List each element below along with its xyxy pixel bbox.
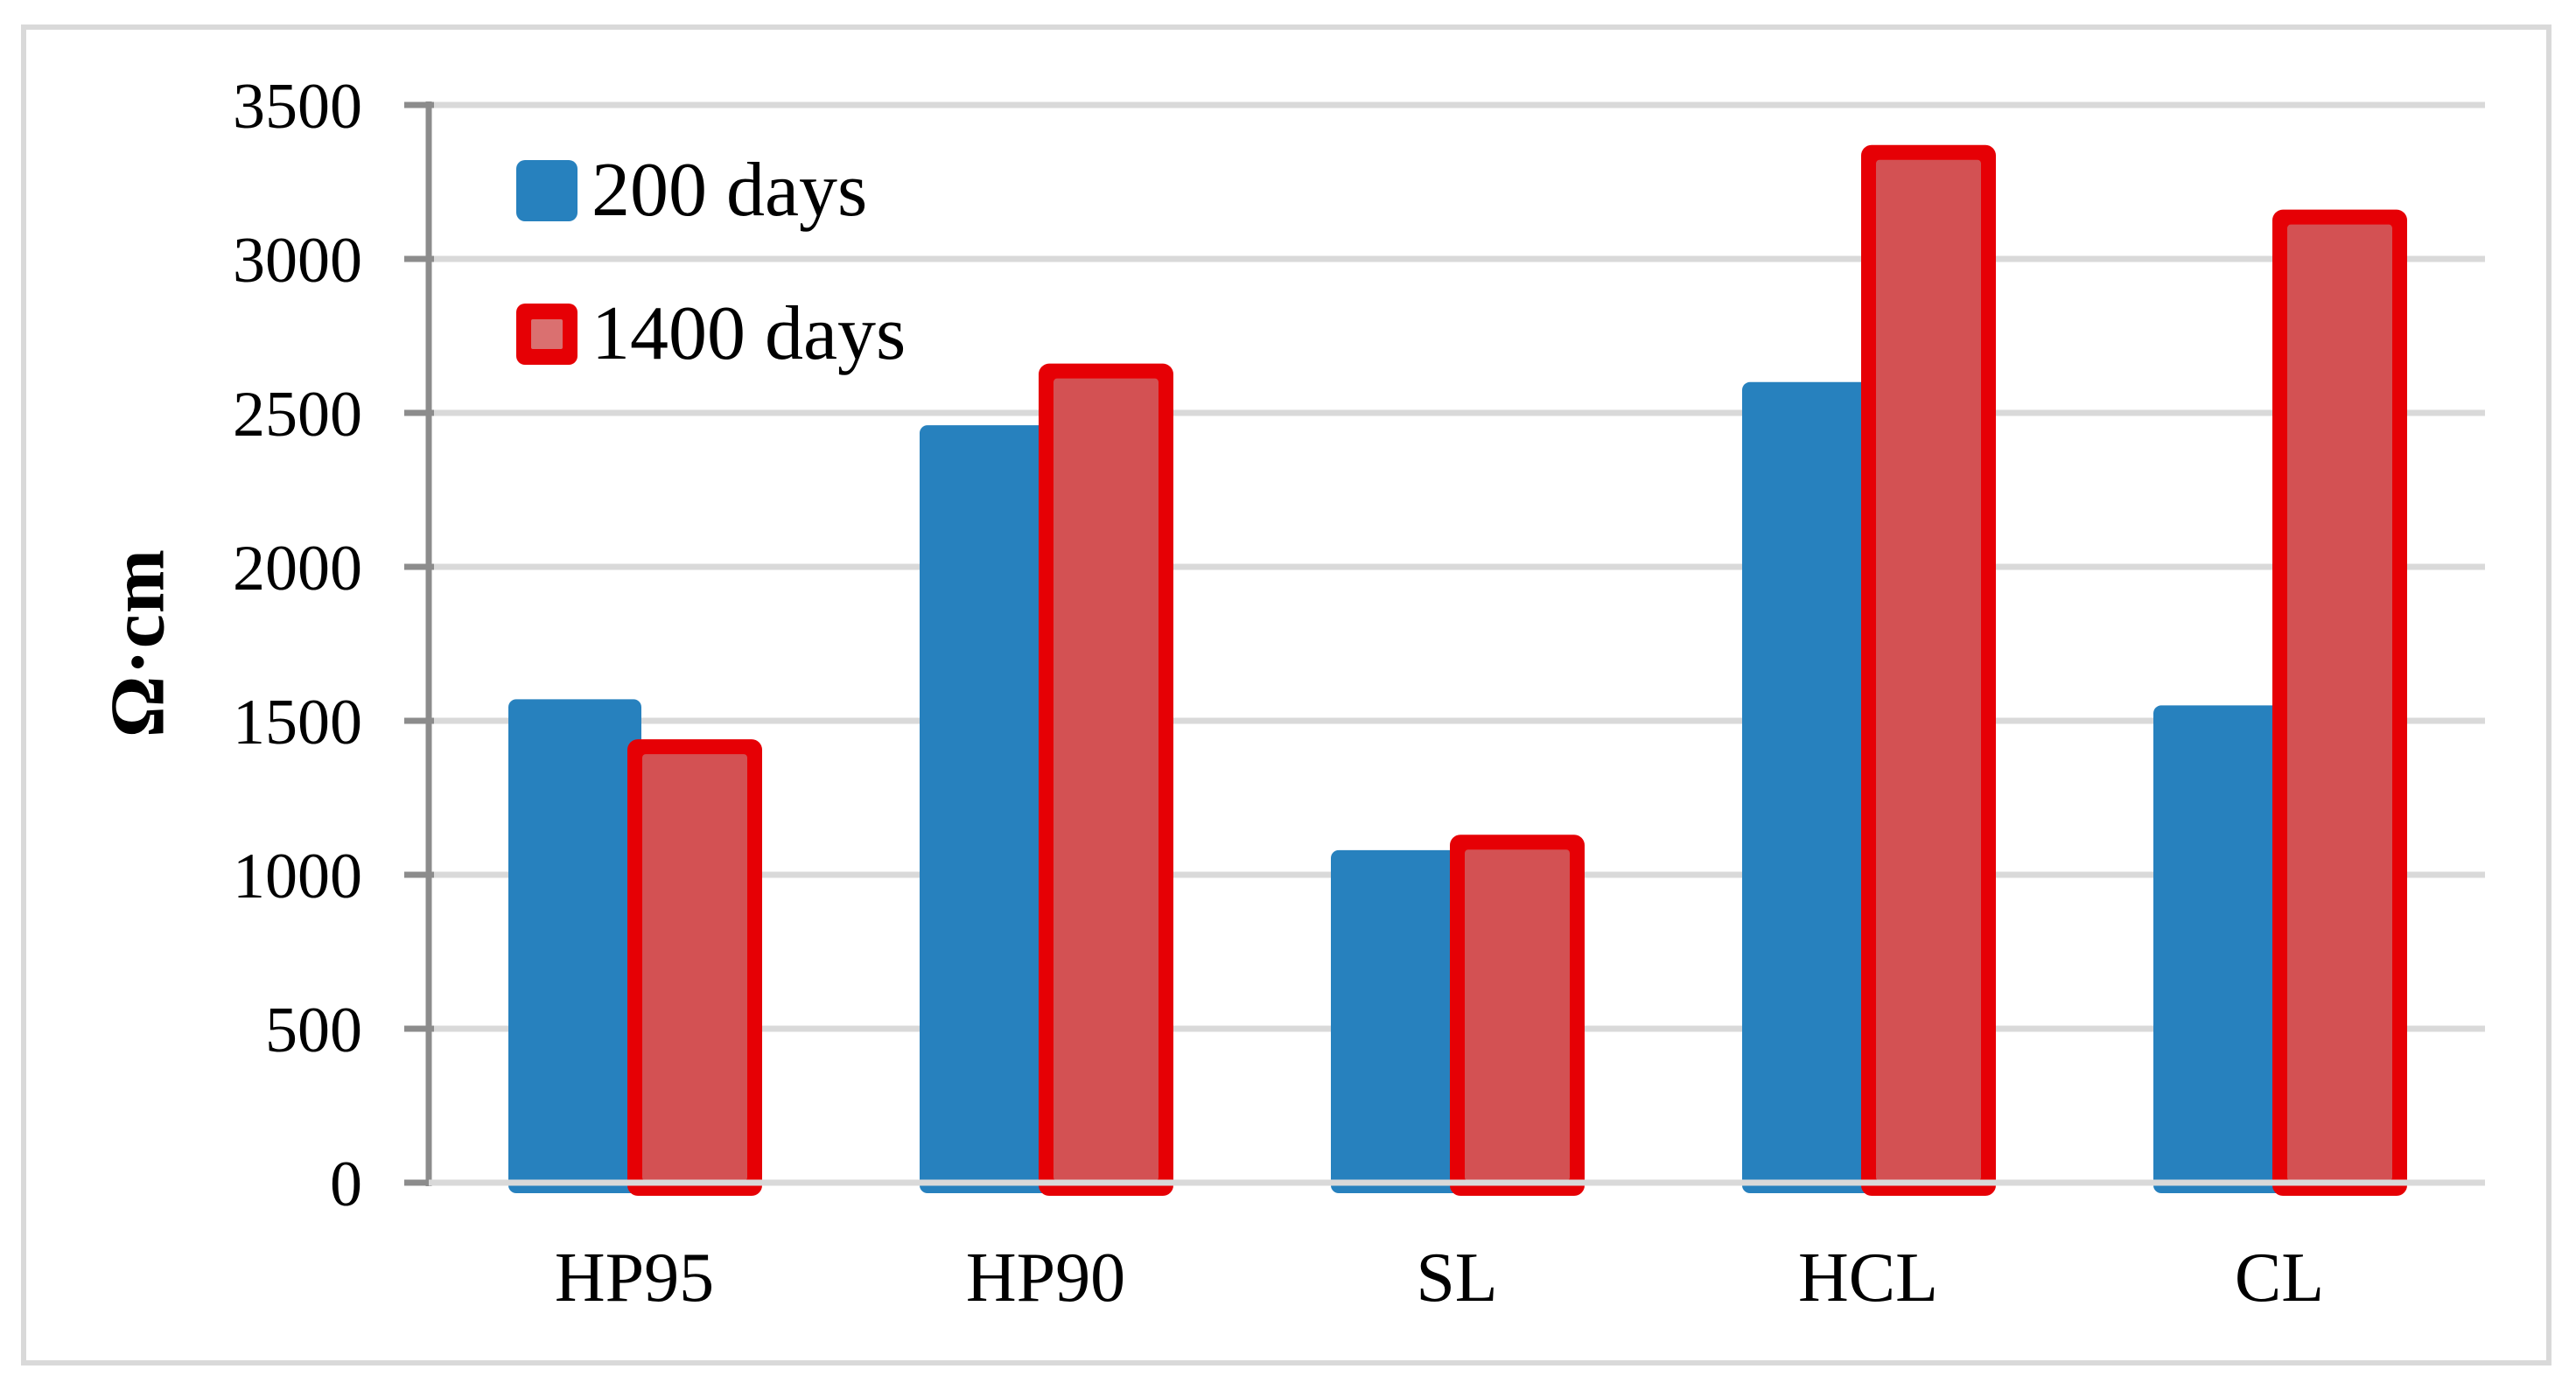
bar-1400-days-fill-hp90	[1054, 378, 1158, 1181]
bar-200-days-cl	[2153, 705, 2286, 1193]
legend-marker-1400-days	[516, 304, 578, 365]
x-axis-label-cl: CL	[2235, 1240, 2324, 1317]
x-axis-label-sl: SL	[1416, 1240, 1497, 1317]
y-axis-title: Ω·cm	[95, 548, 181, 738]
y-tick-label-0: 0	[330, 1149, 362, 1220]
y-tick-label-1000: 1000	[233, 841, 362, 912]
x-axis-label-hcl: HCL	[1798, 1240, 1938, 1317]
x-axis-label-hp90: HP90	[966, 1240, 1125, 1317]
legend-label-1400-days: 1400 days	[592, 291, 906, 376]
y-tick-label-2000: 2000	[233, 533, 362, 604]
y-tick-label-3000: 3000	[233, 225, 362, 297]
bar-1400-days-fill-sl	[1465, 849, 1570, 1181]
legend-item-200-days: 200 days	[516, 148, 906, 233]
y-tick-label-3500: 3500	[233, 71, 362, 143]
bar-1400-days-fill-hcl	[1876, 159, 1981, 1181]
legend-item-1400-days: 1400 days	[516, 291, 906, 376]
bar-1400-days-fill-cl	[2287, 224, 2392, 1182]
bar-200-days-sl	[1331, 849, 1464, 1193]
legend: 200 days 1400 days	[516, 148, 906, 376]
bar-200-days-hp95	[508, 699, 641, 1193]
bar-200-days-hcl	[1742, 381, 1875, 1193]
legend-marker-1400-days-inner	[531, 319, 563, 349]
legend-marker-200-days	[516, 160, 578, 221]
y-tick-label-2500: 2500	[233, 379, 362, 451]
x-axis-label-hp95: HP95	[555, 1240, 714, 1317]
legend-label-200-days: 200 days	[592, 148, 868, 233]
y-tick-label-500: 500	[265, 995, 362, 1066]
y-tick-label-1500: 1500	[233, 687, 362, 758]
bar-200-days-hp90	[920, 425, 1053, 1194]
figure-frame-border	[21, 24, 2552, 1366]
bar-1400-days-fill-hp95	[642, 754, 747, 1181]
